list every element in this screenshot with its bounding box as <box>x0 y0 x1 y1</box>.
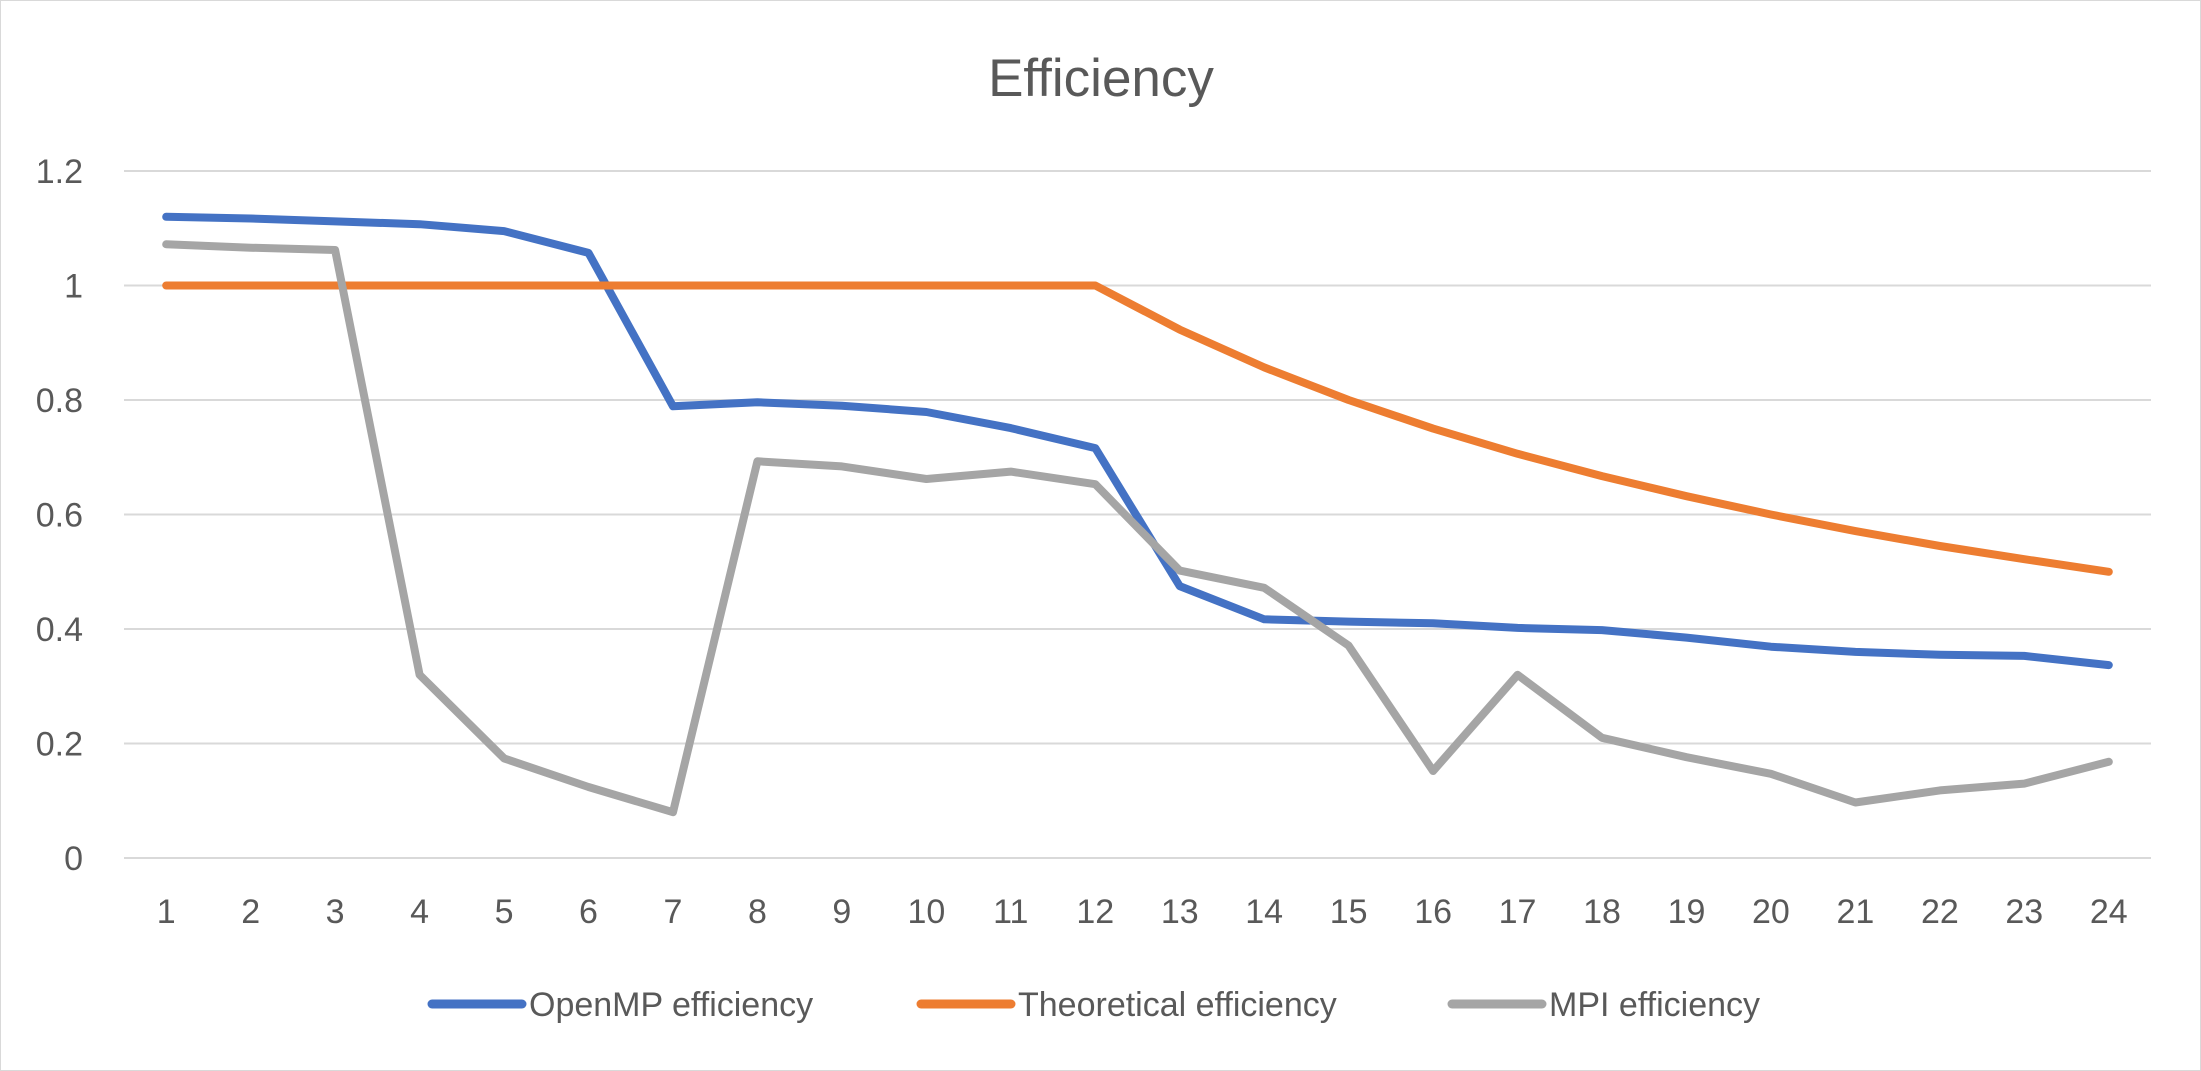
series-line-0 <box>162 212 2113 670</box>
x-tick-label: 23 <box>2005 893 2043 931</box>
legend-label: MPI efficiency <box>1549 986 1760 1024</box>
x-tick-label: 14 <box>1245 893 1283 931</box>
x-tick-label: 3 <box>326 893 345 931</box>
x-tick-label: 9 <box>832 893 851 931</box>
x-tick-label: 4 <box>410 893 429 931</box>
x-tick-label: 12 <box>1076 893 1114 931</box>
series-line-2 <box>162 240 2113 817</box>
series-line-1 <box>162 281 2113 576</box>
x-tick-label: 8 <box>748 893 767 931</box>
x-tick-label: 19 <box>1668 893 1706 931</box>
x-tick-label: 21 <box>1836 893 1874 931</box>
x-axis-tick-labels: 1 2 3 4 5 6 7 8 9 10 11 12 13 14 15 16 17 18 19 20 21 22 23 24 <box>157 893 2128 931</box>
y-tick-label: 0.4 <box>36 611 83 649</box>
y-tick-label: 1.2 <box>36 153 83 191</box>
legend: OpenMP efficiency Theoretical efficiency M… <box>427 986 1760 1024</box>
x-tick-label: 6 <box>579 893 598 931</box>
y-tick-label: 0.6 <box>36 497 83 535</box>
x-tick-label: 2 <box>241 893 260 931</box>
legend-entry-1: Theoretical efficiency <box>916 986 1337 1024</box>
legend-label: OpenMP efficiency <box>529 986 813 1024</box>
y-tick-label: 1 <box>64 268 83 306</box>
x-tick-label: 15 <box>1330 893 1368 931</box>
legend-label: Theoretical efficiency <box>1018 986 1337 1024</box>
y-tick-label: 0 <box>64 840 83 878</box>
legend-entry-2: MPI efficiency <box>1447 986 1760 1024</box>
x-tick-label: 13 <box>1161 893 1199 931</box>
series-lines <box>162 212 2113 817</box>
x-tick-label: 24 <box>2090 893 2128 931</box>
legend-entry-0: OpenMP efficiency <box>427 986 813 1024</box>
x-tick-label: 11 <box>993 893 1028 931</box>
x-tick-label: 20 <box>1752 893 1790 931</box>
y-tick-label: 0.8 <box>36 382 83 420</box>
x-tick-label: 16 <box>1414 893 1452 931</box>
y-tick-label: 0.2 <box>36 726 83 764</box>
x-tick-label: 1 <box>157 893 176 931</box>
x-tick-label: 17 <box>1499 893 1537 931</box>
x-tick-label: 10 <box>907 893 945 931</box>
x-tick-label: 18 <box>1583 893 1621 931</box>
x-tick-label: 22 <box>1921 893 1959 931</box>
y-axis-tick-labels: 0 0.2 0.4 0.6 0.8 1 1.2 <box>36 153 83 878</box>
x-tick-label: 5 <box>495 893 514 931</box>
x-tick-label: 7 <box>664 893 683 931</box>
chart-title: Efficiency <box>988 49 1214 108</box>
